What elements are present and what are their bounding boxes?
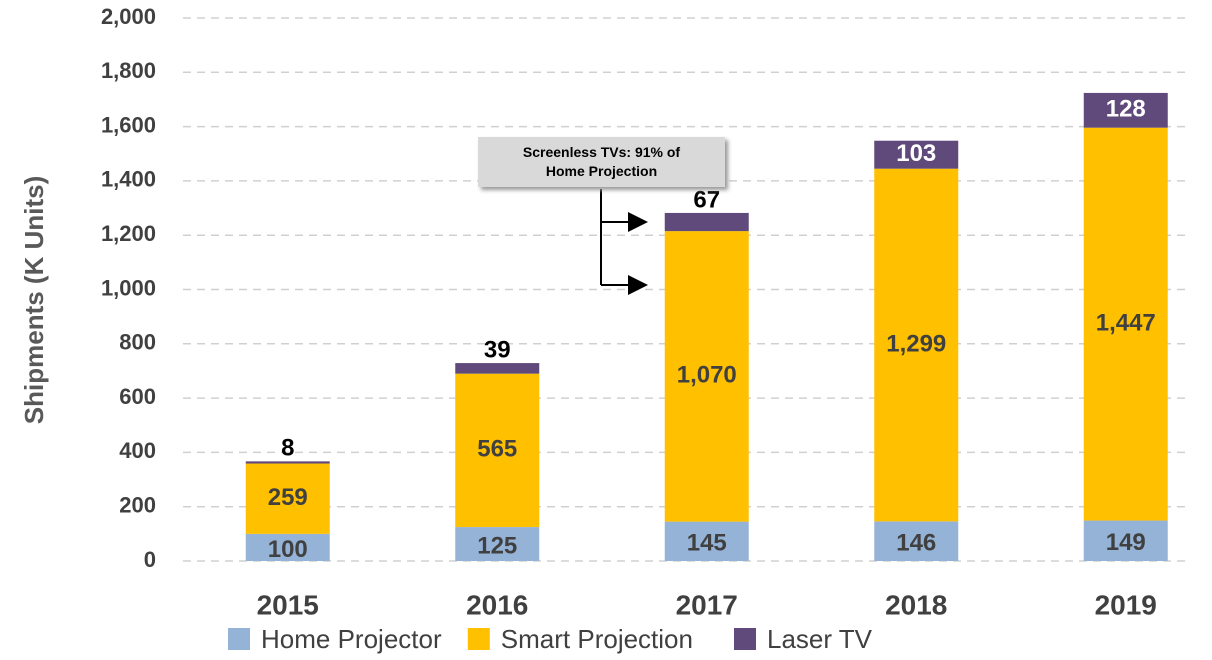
bar-segment	[664, 231, 749, 522]
bar-segment	[874, 140, 959, 169]
x-tick-label: 2015	[257, 589, 319, 620]
data-label: 146	[896, 530, 936, 557]
x-tick-label: 2016	[466, 589, 528, 620]
data-label: 100	[268, 536, 308, 563]
plot: 0 200 400 600 800 1,000 1,200 1,400 1,600 1,800 2,…	[101, 4, 1190, 654]
y-tick-label: 1,000	[101, 275, 156, 300]
bar-segment	[1083, 520, 1168, 561]
y-tick-label: 600	[119, 384, 156, 409]
bar-segment	[664, 212, 749, 232]
y-tick-label: 1,600	[101, 112, 156, 137]
bar-segment	[874, 168, 959, 522]
y-tick-label: 400	[119, 438, 156, 463]
bar-segment	[455, 373, 540, 528]
legend-swatch	[228, 628, 250, 650]
data-label: 128	[1106, 96, 1146, 123]
data-label: 1,299	[886, 330, 946, 357]
legend-swatch	[467, 628, 490, 650]
data-label: 1,447	[1096, 309, 1156, 336]
data-label: 1,070	[677, 362, 737, 389]
bar-segment	[664, 521, 749, 561]
data-label: 125	[477, 532, 517, 559]
bar-segment	[1083, 92, 1168, 128]
x-tick-label: 2019	[1095, 589, 1157, 620]
bar-segment	[1083, 127, 1168, 521]
y-tick-label: 200	[119, 493, 156, 518]
data-label: 145	[687, 530, 727, 557]
data-label: 149	[1106, 529, 1146, 556]
data-label: 39	[484, 336, 511, 363]
y-tick-label: 0	[144, 547, 156, 572]
legend-label: Laser TV	[767, 624, 873, 654]
bar-segment	[455, 527, 540, 561]
bar-segment	[455, 363, 540, 374]
annotation: Screenless TVs: 91% of Home Projection	[478, 137, 725, 187]
bar-segment	[874, 521, 959, 561]
data-label: 259	[268, 484, 308, 511]
y-tick-label: 1,200	[101, 221, 156, 246]
bar-segment	[245, 463, 330, 534]
y-tick-label: 1,800	[101, 58, 156, 83]
x-tick-label: 2017	[676, 589, 738, 620]
bar-segment	[245, 461, 330, 464]
data-label: 565	[477, 436, 517, 463]
data-label: 8	[281, 435, 294, 462]
bar-segment	[245, 533, 330, 561]
data-label: 67	[693, 186, 720, 213]
legend-label: Smart Projection	[501, 624, 693, 654]
y-tick-label: 2,000	[101, 4, 156, 29]
data-label: 103	[896, 140, 936, 167]
y-axis-title: Shipments (K Units)	[19, 176, 49, 424]
annotation-arrows	[600, 189, 648, 295]
legend-label: Home Projector	[261, 624, 442, 654]
y-tick-label: 800	[119, 330, 156, 355]
y-tick-label: 1,400	[101, 167, 156, 192]
x-tick-label: 2018	[885, 589, 947, 620]
legend-swatch	[734, 628, 756, 650]
